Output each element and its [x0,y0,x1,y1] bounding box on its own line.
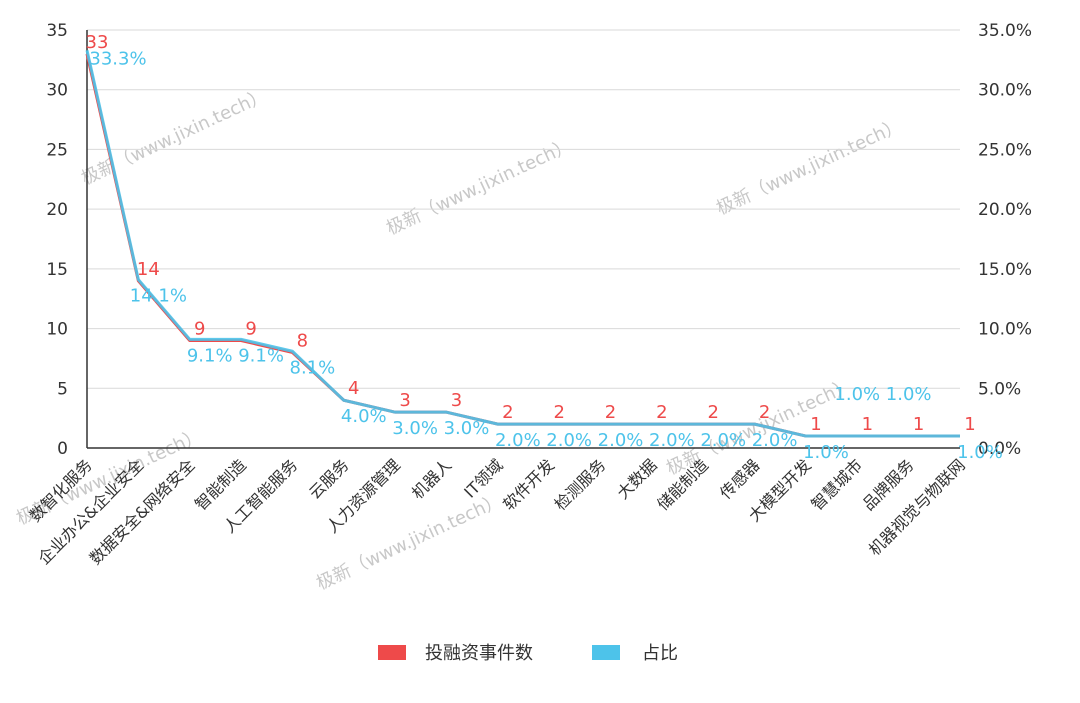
right-tick-label: 25.0% [978,140,1032,160]
data-label-events: 3 [451,390,462,411]
data-label-share: 1.0% [886,384,932,405]
data-label-share: 1.0% [803,442,849,463]
right-tick-label: 30.0% [978,81,1032,101]
data-label-share: 9.1% [238,345,284,366]
gridlines [87,29,960,389]
data-label-share: 1.0% [957,442,1003,463]
left-tick-label: 0 [57,439,68,459]
axes [86,30,960,449]
right-tick-label: 15.0% [978,260,1032,280]
data-label-share: 2.0% [752,430,798,451]
data-label-events: 1 [810,414,821,435]
category-label: IT领域 [460,455,506,501]
legend-swatch-share [592,645,620,660]
data-label-events: 1 [862,414,873,435]
left-axis-ticks: 0 5 10 15 20 25 30 35 [46,21,68,459]
data-label-events: 33 [86,32,109,53]
data-label-events: 2 [553,402,564,423]
data-label-events: 2 [708,402,719,423]
left-tick-label: 30 [46,81,68,101]
data-label-events: 2 [759,402,770,423]
data-label-share: 9.1% [187,345,233,366]
data-label-events: 9 [245,319,256,340]
data-label-events: 14 [137,259,160,280]
left-tick-label: 10 [46,320,68,340]
legend-label-events: 投融资事件数 [425,643,533,664]
data-label-share: 2.0% [649,430,695,451]
legend[interactable]: 投融资事件数 占比 [378,643,678,664]
data-label-share: 3.0% [392,418,438,439]
data-label-events: 9 [194,319,205,340]
right-tick-label: 5.0% [978,379,1021,399]
category-label: 大数据 [613,455,660,502]
data-label-events: 2 [656,402,667,423]
data-label-share: 33.3% [89,48,146,69]
data-label-events: 1 [913,414,924,435]
data-label-share: 14.1% [130,286,187,307]
left-tick-label: 5 [57,379,68,399]
series-lines [85,49,960,438]
legend-swatch-events [378,645,406,660]
category-label: 软件开发 [499,455,558,514]
data-label-share: 4.0% [341,406,387,427]
right-tick-label: 0.0% [978,439,1021,459]
category-label: 云服务 [305,455,352,502]
left-tick-label: 25 [46,140,68,160]
data-label-share: 8.1% [290,357,336,378]
data-label-events: 8 [297,330,308,351]
data-label-events: 3 [399,390,410,411]
data-label-events: 4 [348,378,359,399]
series-line-share [85,49,960,438]
data-label-share: 3.0% [444,418,490,439]
data-label-events: 1 [964,414,975,435]
left-tick-label: 15 [46,260,68,280]
right-tick-label: 20.0% [978,200,1032,220]
watermark-text: 极新（www.jixin.tech） [383,135,575,240]
category-label: 机器视觉与物联网 [865,455,969,559]
data-label-share: 2.0% [700,430,746,451]
legend-label-share: 占比 [642,643,678,664]
data-label-share: 2.0% [598,430,644,451]
category-label: 传感器 [716,455,763,502]
right-tick-label: 10.0% [978,320,1032,340]
data-label-share: 2.0% [546,430,592,451]
category-label: 智慧城市 [807,455,866,514]
data-label-share: 1.0% [834,384,880,405]
data-label-share: 2.0% [495,430,541,451]
category-label: 检测服务 [551,455,610,514]
left-tick-label: 35 [46,21,68,41]
data-label-events: 2 [502,402,513,423]
left-tick-label: 20 [46,200,68,220]
right-tick-label: 35.0% [978,21,1032,41]
watermark-text: 极新（www.jixin.tech） [713,115,905,220]
category-label: 机器人 [408,455,455,502]
right-axis-ticks: 0.0% 5.0% 10.0% 15.0% 20.0% 25.0% 30.0% 35.0% [978,21,1032,459]
data-label-events: 2 [605,402,616,423]
